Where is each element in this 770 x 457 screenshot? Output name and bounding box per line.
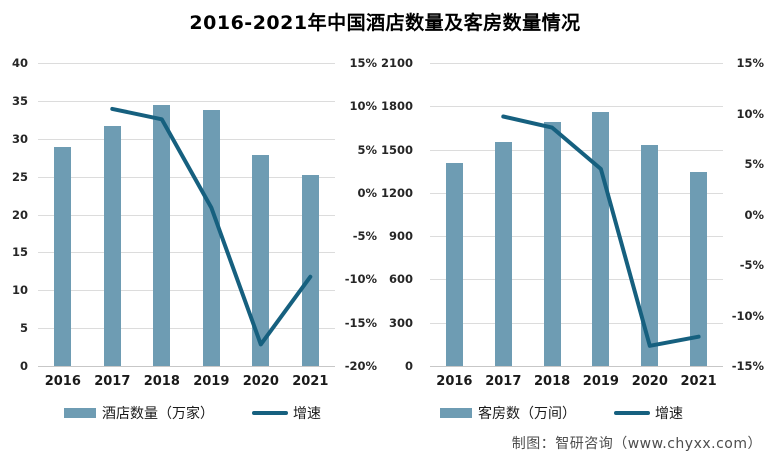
left-axis-tick: 40 [11, 56, 28, 70]
room-bar-legend-label: 客房数（万间） [478, 406, 576, 422]
bar-2020 [252, 154, 270, 366]
right-axis-tick: -5% [739, 258, 764, 272]
growth-line [501, 114, 701, 348]
bar-2021 [301, 175, 319, 366]
left-axis-tick: 15 [11, 245, 28, 260]
bar-2020 [641, 144, 659, 366]
right-axis-tick: 0% [357, 185, 377, 200]
gridline [430, 106, 723, 108]
room-chart-legend: 客房数（万间） 增速 [440, 403, 683, 423]
right-axis-tick: -15% [731, 359, 764, 373]
growth-line-layer [501, 114, 701, 348]
gridline [430, 322, 723, 324]
left-axis-tick: 900 [388, 229, 413, 244]
gridline [38, 328, 335, 330]
x-axis-label-2016: 2016 [44, 374, 81, 389]
left-axis-tick: 0 [19, 359, 28, 373]
left-axis-tick: 25 [11, 169, 28, 184]
room-line-legend-swatch [614, 411, 650, 415]
left-axis-tick: 20 [11, 207, 28, 222]
x-axis-label-2021: 2021 [680, 374, 717, 389]
footer-credit: 制图：智研咨询（www.chyxx.com） [511, 436, 762, 452]
x-axis-label-2016: 2016 [436, 374, 473, 389]
bar-2018 [153, 105, 171, 366]
page-title: 2016-2021年中国酒店数量及客房数量情况 [189, 12, 581, 34]
left-axis-tick: 2100 [380, 56, 413, 70]
left-axis-tick: 5 [19, 321, 28, 336]
bar-2017 [103, 125, 121, 366]
x-axis-label-2020: 2020 [242, 374, 279, 389]
bar-2017 [494, 142, 512, 366]
left-axis-tick: 300 [388, 315, 413, 330]
gridline [430, 63, 723, 64]
right-axis-tick: -15% [344, 315, 377, 330]
x-axis-label-2020: 2020 [631, 374, 668, 389]
left-axis-tick: 600 [388, 272, 413, 287]
hotel-bar-legend-label: 酒店数量（万家） [102, 406, 214, 422]
gridline [38, 138, 335, 140]
x-axis-label-2019: 2019 [193, 374, 230, 389]
x-axis-label-2017: 2017 [485, 374, 522, 389]
bar-2018 [543, 121, 561, 366]
hotel-chart-legend: 酒店数量（万家） 增速 [64, 403, 321, 423]
right-axis-tick: 10% [736, 106, 764, 121]
right-axis-tick: 0% [744, 207, 764, 222]
room-line-legend-label: 增速 [655, 406, 683, 422]
gridline [38, 290, 335, 292]
x-axis-label-2017: 2017 [94, 374, 131, 389]
x-axis-label-2018: 2018 [534, 374, 571, 389]
left-axis-tick: 0 [404, 359, 413, 373]
left-axis-tick: 1500 [380, 142, 413, 157]
bar-2019 [592, 111, 610, 366]
bar-2016 [445, 163, 463, 366]
growth-line [110, 106, 313, 347]
right-axis-tick: 15% [736, 56, 764, 70]
left-axis-tick: 30 [11, 131, 28, 146]
bar-2019 [202, 110, 220, 366]
right-axis-tick: 5% [744, 157, 764, 171]
left-axis-tick: 1200 [380, 185, 413, 200]
x-axis-label-2018: 2018 [143, 374, 180, 389]
gridline [430, 366, 723, 367]
bar-2021 [690, 171, 708, 366]
bar-2016 [54, 147, 72, 366]
left-axis-tick: 35 [11, 93, 28, 108]
gridline [38, 252, 335, 254]
gridline [430, 279, 723, 281]
x-axis-label-2021: 2021 [292, 374, 329, 389]
right-axis-tick: 10% [349, 99, 377, 114]
right-axis-tick: -20% [344, 359, 377, 373]
right-axis-tick: 5% [357, 142, 377, 157]
right-axis-tick: -5% [352, 229, 377, 244]
left-axis-tick: 1800 [380, 99, 413, 114]
gridline [38, 63, 335, 64]
right-axis-tick: 15% [349, 56, 377, 70]
x-axis-label-2019: 2019 [582, 374, 619, 389]
left-axis-tick: 10 [11, 283, 28, 298]
growth-line-layer [110, 106, 313, 347]
hotel-line-legend-swatch [252, 411, 288, 415]
gridline [38, 100, 335, 102]
hotel-line-legend-label: 增速 [293, 406, 321, 422]
gridline [430, 192, 723, 194]
hotel-bar-legend-swatch [64, 408, 96, 418]
room-bar-legend-swatch [440, 408, 472, 418]
gridline [38, 214, 335, 216]
right-axis-tick: -10% [731, 308, 764, 323]
gridline [38, 366, 335, 367]
gridline [430, 236, 723, 238]
right-axis-tick: -10% [344, 272, 377, 287]
gridline [38, 176, 335, 178]
